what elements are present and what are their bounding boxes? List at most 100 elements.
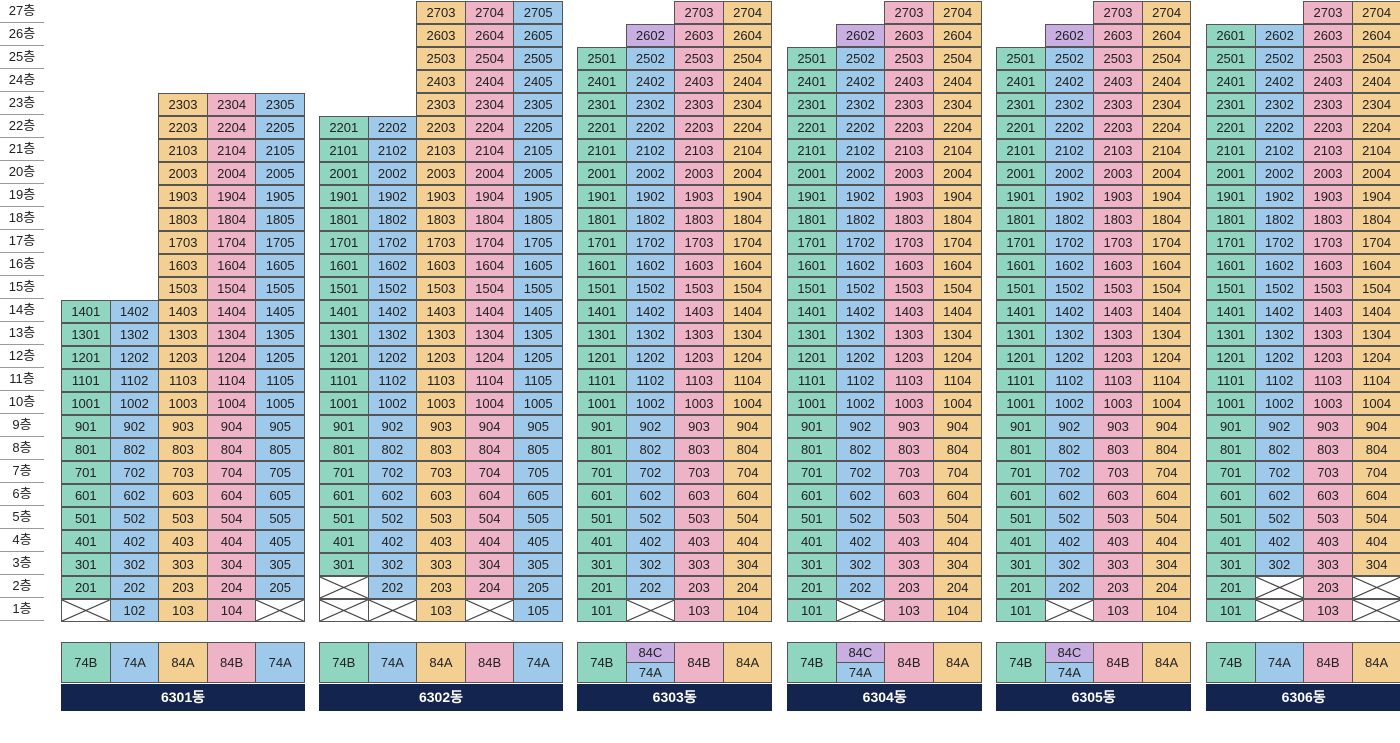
floor-label: 15층 (0, 276, 44, 299)
unit-cell: 903 (416, 415, 466, 438)
unit-cell: 702 (1254, 461, 1305, 484)
unit-cell: 2002 (835, 162, 886, 185)
floor-label: 9층 (0, 414, 44, 437)
unit-cell: 501 (61, 507, 111, 530)
unit-cell: 1502 (835, 277, 886, 300)
unit-cell: 1204 (1351, 346, 1400, 369)
unit-cell: 1403 (674, 300, 724, 323)
unit-cell: 801 (577, 438, 627, 461)
empty-unit-cross-icon (837, 600, 885, 621)
unit-cell: 801 (1206, 438, 1256, 461)
unit-cell: 2604 (464, 24, 515, 47)
unit-cell: 1001 (996, 392, 1046, 415)
unit-cell: 2101 (1206, 139, 1256, 162)
unit-cell: 1503 (1303, 277, 1353, 300)
unit-cell: 401 (61, 530, 111, 553)
unit-cell: 401 (1206, 530, 1256, 553)
unit-cell: 1404 (1141, 300, 1192, 323)
unit-cell: 403 (416, 530, 466, 553)
unit-type-box: 84A (1141, 642, 1192, 683)
unit-cell: 1801 (319, 208, 369, 231)
unit-cell: 1601 (577, 254, 627, 277)
floor-label: 22층 (0, 115, 44, 138)
unit-cell: 2103 (674, 139, 724, 162)
unit-cell: 1101 (1206, 369, 1256, 392)
unit-cell: 1003 (158, 392, 208, 415)
unit-cell: 1704 (932, 231, 983, 254)
unit-cell: 1102 (1254, 369, 1305, 392)
unit-type-box: 74A (513, 642, 563, 683)
unit-cell: 1401 (577, 300, 627, 323)
unit-cell: 2203 (1303, 116, 1353, 139)
unit-cell: 2403 (674, 70, 724, 93)
unit-cell: 1805 (513, 208, 563, 231)
unit-cell: 704 (1351, 461, 1400, 484)
unit-cell: 2103 (884, 139, 934, 162)
unit-cell: 201 (996, 576, 1046, 599)
unit-cell: 304 (206, 553, 257, 576)
unit-cell: 1703 (884, 231, 934, 254)
unit-cell: 904 (1141, 415, 1192, 438)
unit-cell: 1803 (1093, 208, 1143, 231)
unit-cell: 301 (1206, 553, 1256, 576)
unit-cell: 2104 (1141, 139, 1192, 162)
unit-cell: 2202 (625, 116, 676, 139)
unit-cell: 602 (109, 484, 160, 507)
unit-cell: 2002 (367, 162, 418, 185)
unit-cell: 303 (158, 553, 208, 576)
unit-cell: 1205 (255, 346, 305, 369)
unit-cell: 1903 (158, 185, 208, 208)
unit-cell: 1202 (835, 346, 886, 369)
unit-cell: 1901 (577, 185, 627, 208)
unit-cell: 1004 (932, 392, 983, 415)
unit-cell: 502 (367, 507, 418, 530)
unit-cell: 304 (1351, 553, 1400, 576)
empty-unit-cell (1351, 576, 1400, 599)
unit-cell: 2302 (1254, 93, 1305, 116)
unit-type-box: 74B (787, 642, 837, 683)
floor-label: 16층 (0, 253, 44, 276)
unit-cell: 602 (625, 484, 676, 507)
unit-cell: 1603 (1303, 254, 1353, 277)
unit-cell: 205 (513, 576, 563, 599)
unit-cell: 501 (787, 507, 837, 530)
unit-cell: 1304 (932, 323, 983, 346)
unit-cell: 2001 (787, 162, 837, 185)
unit-cell: 2402 (835, 70, 886, 93)
unit-cell: 2304 (1141, 93, 1192, 116)
unit-cell: 1904 (722, 185, 773, 208)
empty-unit-cross-icon (466, 600, 514, 621)
unit-cell: 2001 (319, 162, 369, 185)
unit-cell: 2102 (367, 139, 418, 162)
unit-cell: 802 (625, 438, 676, 461)
unit-cell: 2101 (577, 139, 627, 162)
unit-cell: 2004 (932, 162, 983, 185)
unit-type-box: 74A (109, 642, 160, 683)
unit-cell: 1305 (513, 323, 563, 346)
floor-label: 19층 (0, 184, 44, 207)
unit-cell: 2203 (1093, 116, 1143, 139)
unit-cell: 501 (1206, 507, 1256, 530)
unit-cell: 1601 (787, 254, 837, 277)
unit-cell: 2405 (513, 70, 563, 93)
unit-cell: 102 (109, 599, 160, 622)
unit-cell: 1403 (884, 300, 934, 323)
unit-cell: 1603 (674, 254, 724, 277)
unit-cell: 2704 (722, 1, 773, 24)
unit-cell: 1004 (206, 392, 257, 415)
empty-unit-cross-icon (320, 600, 368, 621)
unit-cell: 204 (206, 576, 257, 599)
unit-cell: 2602 (1254, 24, 1305, 47)
unit-cell: 603 (158, 484, 208, 507)
unit-cell: 2103 (1303, 139, 1353, 162)
unit-cell: 605 (513, 484, 563, 507)
unit-cell: 1303 (158, 323, 208, 346)
unit-cell: 2505 (513, 47, 563, 70)
unit-cell: 1204 (722, 346, 773, 369)
unit-cell: 2704 (1351, 1, 1400, 24)
unit-cell: 601 (996, 484, 1046, 507)
unit-cell: 2004 (206, 162, 257, 185)
unit-cell: 2105 (255, 139, 305, 162)
unit-type-box: 74B (61, 642, 111, 683)
unit-cell: 1505 (513, 277, 563, 300)
